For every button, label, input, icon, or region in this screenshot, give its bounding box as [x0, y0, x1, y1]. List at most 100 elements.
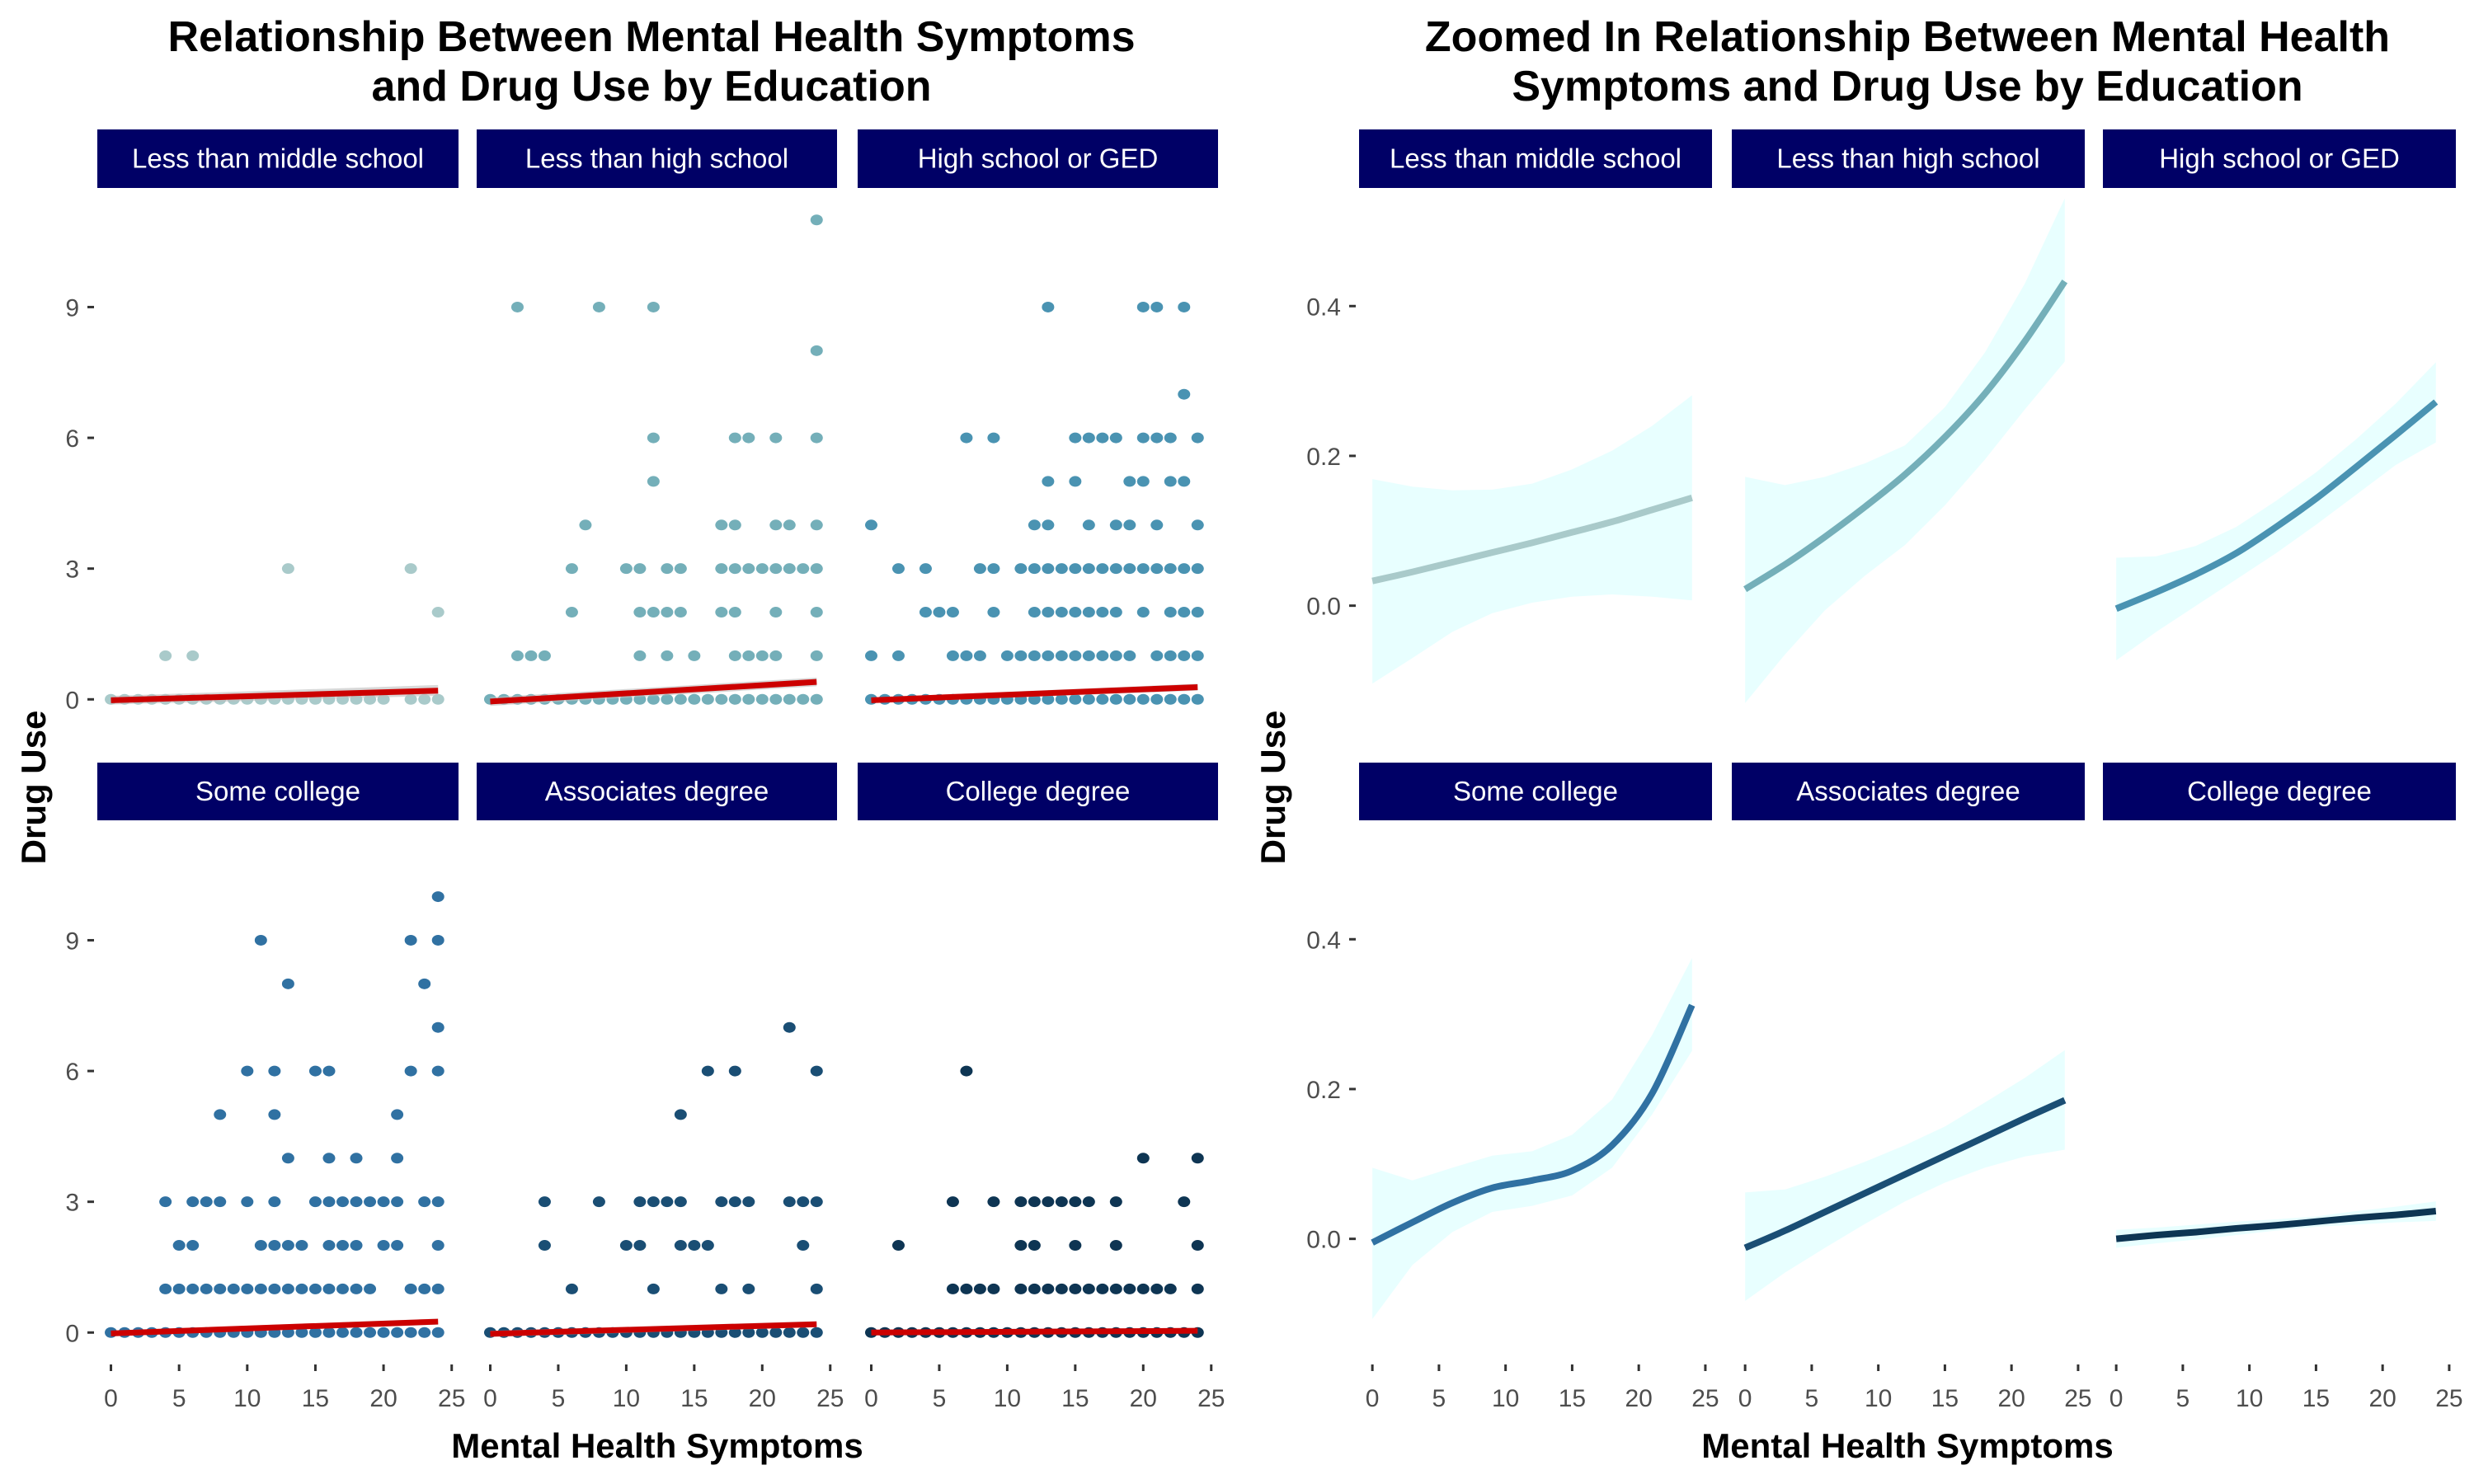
data-point [538, 1196, 551, 1208]
data-point [350, 1240, 363, 1252]
data-point [891, 563, 905, 575]
x-tick-label: 20 [1130, 1385, 1157, 1412]
data-point [1014, 1196, 1028, 1208]
x-tick-label: 25 [1197, 1385, 1225, 1412]
confidence-ribbon [1372, 957, 1692, 1319]
x-tick-label: 20 [749, 1385, 776, 1412]
data-point [431, 607, 444, 618]
data-point [1055, 693, 1068, 705]
data-point [200, 1196, 213, 1208]
data-point [715, 563, 728, 575]
x-tick-label: 10 [2236, 1385, 2263, 1412]
data-point [783, 1196, 796, 1208]
data-point [418, 1327, 431, 1338]
data-point [728, 1065, 741, 1077]
data-point [797, 1327, 810, 1338]
x-tick-label: 0 [1366, 1385, 1380, 1412]
data-point [268, 1196, 281, 1208]
left-panel-6-strip-label: College degree [946, 776, 1131, 806]
x-tick-label: 15 [1931, 1385, 1959, 1412]
data-point [769, 563, 783, 575]
data-point [350, 1153, 363, 1164]
data-point [1191, 607, 1204, 618]
data-point [1191, 519, 1204, 531]
data-point [1109, 607, 1122, 618]
data-point [200, 1283, 213, 1294]
data-point [268, 1065, 281, 1077]
data-point [946, 1196, 959, 1208]
data-point [1082, 1283, 1095, 1294]
data-point [538, 650, 551, 661]
data-point [1178, 388, 1191, 400]
data-point [1164, 607, 1177, 618]
data-point [797, 1240, 810, 1252]
data-point [715, 693, 728, 705]
data-point [946, 607, 959, 618]
left-panel-2-strip [477, 129, 837, 188]
data-point [592, 1196, 605, 1208]
right-panel-2-strip-label: Less than high school [1776, 143, 2039, 174]
data-point [1150, 301, 1164, 312]
data-point [1055, 1283, 1068, 1294]
data-point [404, 1065, 417, 1077]
data-point [715, 1283, 728, 1294]
data-point [797, 563, 810, 575]
data-point [214, 1196, 227, 1208]
data-point [1055, 563, 1068, 575]
data-point [254, 934, 267, 946]
data-point [1178, 607, 1191, 618]
data-point [1123, 476, 1136, 487]
data-point [987, 432, 1000, 444]
data-point [1109, 432, 1122, 444]
data-point [619, 563, 633, 575]
data-point [1042, 1283, 1055, 1294]
smooth-line [1743, 1097, 2067, 1252]
data-point [418, 1196, 431, 1208]
data-point [1055, 1196, 1068, 1208]
data-point [322, 1153, 336, 1164]
data-point [647, 693, 660, 705]
left-panel-3-strip-label: High school or GED [918, 143, 1159, 174]
right-panel-2-strip [1732, 129, 2085, 188]
data-point [322, 1065, 336, 1077]
data-point [1082, 1196, 1095, 1208]
data-point [241, 1065, 254, 1077]
data-point [633, 1196, 647, 1208]
x-tick-label: 20 [369, 1385, 397, 1412]
confidence-ribbon [1745, 198, 2065, 703]
x-tick-label: 5 [1432, 1385, 1446, 1412]
data-point [728, 1196, 741, 1208]
data-point [715, 607, 728, 618]
y-tick-label: 6 [65, 425, 79, 453]
x-tick-label: 0 [104, 1385, 118, 1412]
data-point [431, 1196, 444, 1208]
data-point [1096, 650, 1109, 661]
data-point [1042, 476, 1055, 487]
data-point [1082, 432, 1095, 444]
data-point [1028, 519, 1041, 531]
data-point [1069, 1196, 1082, 1208]
data-point [322, 1327, 336, 1338]
data-point [769, 519, 783, 531]
data-point [742, 1327, 755, 1338]
data-point [1136, 563, 1150, 575]
data-point [783, 693, 796, 705]
data-point [1178, 563, 1191, 575]
data-point [350, 1327, 363, 1338]
smooth-line [2114, 399, 2439, 612]
smooth-line [1743, 279, 2068, 593]
data-point [1069, 650, 1082, 661]
data-point [1014, 1283, 1028, 1294]
data-point [172, 1283, 186, 1294]
fit-line [490, 1321, 817, 1337]
data-point [728, 693, 741, 705]
y-tick-label: 0.2 [1306, 444, 1341, 471]
data-point [350, 1283, 363, 1294]
data-point [431, 1327, 444, 1338]
data-point [973, 563, 986, 575]
right-panel-3-strip-label: High school or GED [2159, 143, 2400, 174]
left-panel-6: College degree 0 5 10 15 20 25 [858, 763, 1225, 1412]
data-point [891, 1240, 905, 1252]
x-tick-label: 5 [933, 1385, 947, 1412]
data-point [661, 1196, 674, 1208]
